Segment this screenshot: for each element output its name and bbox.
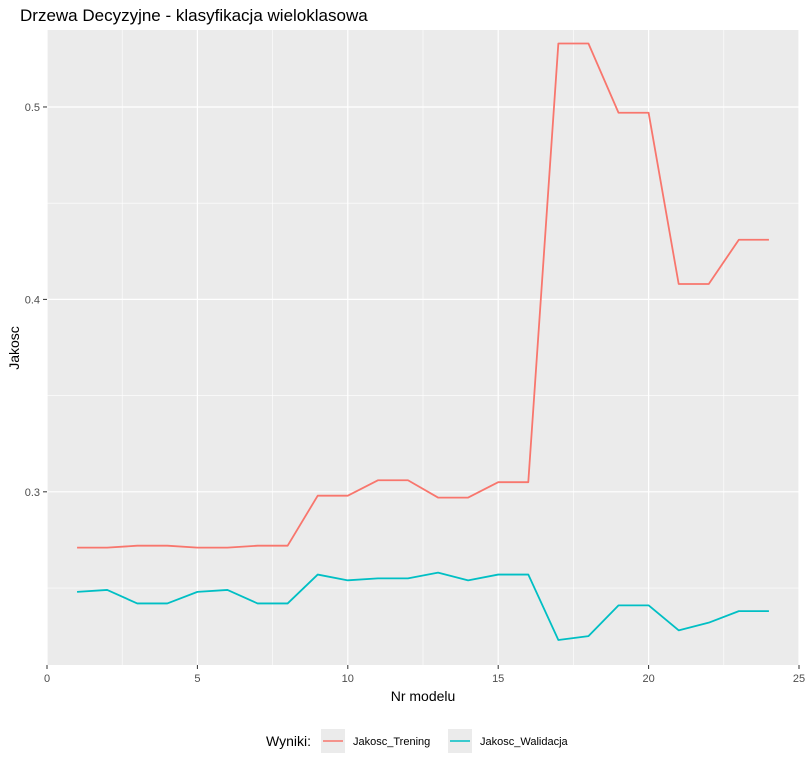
x-axis-title: Nr modelu — [391, 688, 456, 704]
x-tick-label: 0 — [44, 673, 50, 685]
x-tick-label: 25 — [793, 673, 805, 685]
x-tick-label: 10 — [342, 673, 354, 685]
y-axis: 0.3 0.4 0.5 — [25, 102, 47, 499]
y-tick-label: 0.3 — [25, 487, 40, 499]
grid-minor — [47, 30, 799, 665]
x-tick-label: 5 — [194, 673, 200, 685]
legend-label-walidacja: Jakosc_Walidacja — [480, 736, 569, 748]
legend-label-trening: Jakosc_Trening — [353, 736, 430, 748]
x-tick-label: 20 — [642, 673, 654, 685]
grid-major — [46, 30, 800, 665]
y-axis-title: Jakosc — [6, 326, 22, 370]
legend: Wyniki: Jakosc_Trening Jakosc_Walidacja — [266, 729, 569, 753]
y-tick-label: 0.4 — [25, 294, 40, 306]
x-axis: 0 5 10 15 20 25 — [44, 665, 805, 685]
x-tick-label: 15 — [492, 673, 504, 685]
series-line-walidacja — [77, 571, 769, 641]
series-lines — [77, 42, 769, 641]
series-line-trening — [77, 42, 769, 549]
chart-title: Drzewa Decyzyjne - klasyfikacja wielokla… — [20, 6, 368, 25]
y-tick-label: 0.5 — [25, 102, 40, 114]
legend-title: Wyniki: — [266, 733, 311, 749]
